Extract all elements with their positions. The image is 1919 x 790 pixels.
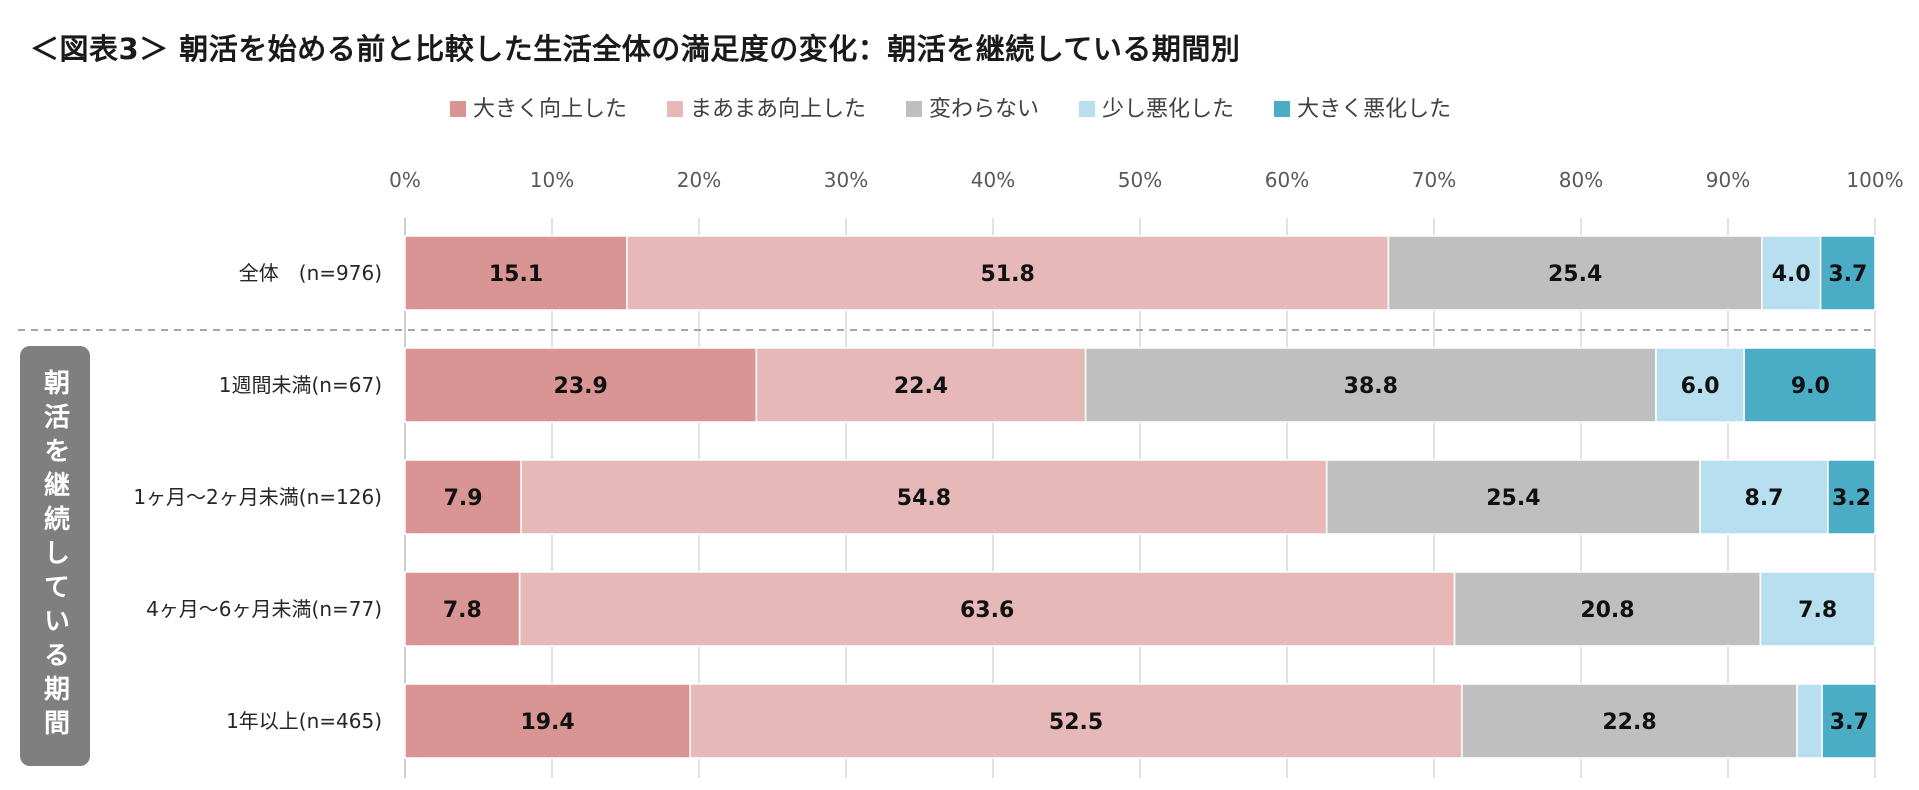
data-label: 7.8 <box>443 598 482 623</box>
bar-segment <box>404 235 628 311</box>
legend-label: 変わらない <box>929 97 1040 122</box>
data-label: 8.7 <box>1745 486 1784 511</box>
x-tick-label: 60% <box>1265 168 1309 192</box>
data-label: 25.4 <box>1486 486 1540 511</box>
data-label: 63.6 <box>960 598 1014 623</box>
x-tick-label: 50% <box>1118 168 1162 192</box>
x-tick-label: 0% <box>389 168 421 192</box>
data-label: 3.7 <box>1828 262 1867 287</box>
bar-segment <box>755 347 1087 423</box>
x-tick-label: 30% <box>824 168 868 192</box>
legend-item: 大きく悪化した <box>1274 91 1451 123</box>
data-label: 19.4 <box>520 710 574 735</box>
x-tick-label: 70% <box>1412 168 1456 192</box>
data-label: 54.8 <box>897 486 951 511</box>
data-label: 7.8 <box>1798 598 1837 623</box>
x-tick-label: 20% <box>677 168 721 192</box>
legend-swatch <box>1274 100 1291 117</box>
legend-item: 変わらない <box>906 91 1039 123</box>
legend-item: 少し悪化した <box>1079 91 1234 123</box>
x-tick-label: 100% <box>1846 168 1903 192</box>
bar-segment <box>1761 235 1822 311</box>
bar-segment <box>1821 683 1878 759</box>
legend-swatch <box>450 100 466 117</box>
bar-segment <box>404 683 691 759</box>
data-label: 15.1 <box>489 262 543 287</box>
data-label: 22.8 <box>1602 710 1656 735</box>
chart-title: ＜図表3＞ 朝活を始める前と比較した生活全体の満足度の変化：朝活を継続している期… <box>30 32 1241 66</box>
x-tick-label: 10% <box>530 168 574 192</box>
category-label: 1週間未満(n=67) <box>219 373 382 397</box>
bar-segment <box>1453 571 1762 647</box>
x-tick-label: 40% <box>971 168 1015 192</box>
bar-segment <box>520 459 1328 535</box>
category-label: 4ヶ月～6ヶ月未満(n=77) <box>146 597 382 621</box>
legend-label: まあまあ向上した <box>690 97 867 122</box>
bar-segment <box>404 459 522 535</box>
data-label: 3.2 <box>1832 486 1871 511</box>
x-tick-label: 80% <box>1559 168 1603 192</box>
bar-segment <box>404 571 521 647</box>
bar-segment <box>1743 347 1878 423</box>
data-label: 38.8 <box>1344 374 1398 399</box>
bar-segment <box>1699 459 1829 535</box>
data-label: 51.8 <box>981 262 1035 287</box>
bar-segment <box>404 347 758 423</box>
bar-segment <box>518 571 1456 647</box>
bar-segment <box>1827 459 1876 535</box>
bar-segment <box>1819 235 1876 311</box>
data-label: 4.0 <box>1772 262 1811 287</box>
data-label: 20.8 <box>1580 598 1634 623</box>
legend-swatch <box>906 100 923 117</box>
legend-item: 大きく向上した <box>450 91 627 123</box>
category-label: 全体 (n=976) <box>239 261 382 285</box>
legend: 大きく向上した まあまあ向上した 変わらない 少し悪化した 大きく悪化した <box>450 92 1491 122</box>
data-label: 25.4 <box>1548 262 1602 287</box>
x-tick-label: 90% <box>1706 168 1750 192</box>
legend-label: 少し悪化した <box>1102 97 1235 122</box>
legend-swatch <box>1079 100 1096 117</box>
period-group-label: 朝活を継続している期間 <box>20 346 90 766</box>
legend-item: まあまあ向上した <box>667 91 866 123</box>
data-label: 6.0 <box>1681 374 1720 399</box>
data-label: 9.0 <box>1791 374 1830 399</box>
bar-segment <box>1655 347 1745 423</box>
legend-label: 大きく悪化した <box>1297 97 1452 122</box>
legend-label: 大きく向上した <box>473 97 628 122</box>
data-label: 7.9 <box>444 486 483 511</box>
data-label: 3.7 <box>1830 710 1869 735</box>
period-group-label-text: 朝活を継続している期間 <box>39 369 70 743</box>
bar-segment <box>1759 571 1876 647</box>
bar-segment <box>689 683 1463 759</box>
category-label: 1ヶ月～2ヶ月未満(n=126) <box>133 485 382 509</box>
bar-segment <box>626 235 1390 311</box>
data-label: 52.5 <box>1049 710 1103 735</box>
bar-segment <box>1796 683 1823 759</box>
category-label: 1年以上(n=465) <box>226 709 382 733</box>
bar-segment <box>1325 459 1701 535</box>
legend-swatch <box>667 100 684 117</box>
bar-segment <box>1084 347 1657 423</box>
data-label: 22.4 <box>894 374 948 399</box>
data-label: 23.9 <box>554 374 608 399</box>
